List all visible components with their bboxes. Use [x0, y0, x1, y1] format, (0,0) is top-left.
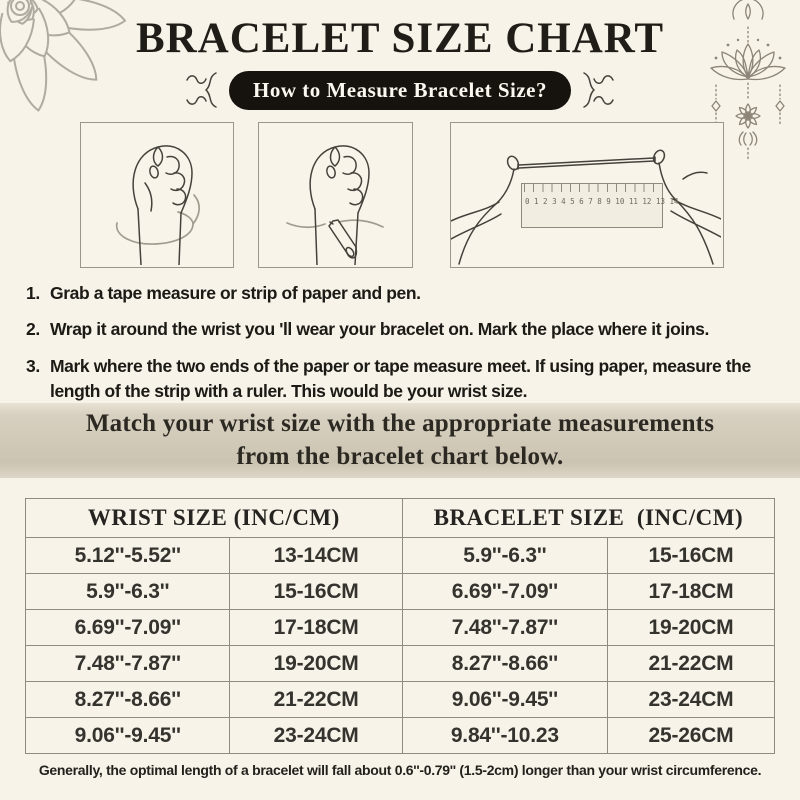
- wrist-cm: 23-24CM: [229, 717, 403, 754]
- wrist-size-header: WRIST SIZE (INC/CM): [25, 498, 403, 538]
- bracelet-cm: 15-16CM: [606, 537, 776, 574]
- instruction-number: 1.: [26, 283, 40, 303]
- table-header-row: WRIST SIZE (INC/CM) BRACELET SIZE (INC/C…: [25, 498, 776, 538]
- banner-line-1: Match your wrist size with the appropria…: [85, 410, 715, 437]
- footer-note: Generally, the optimal length of a brace…: [38, 762, 762, 778]
- lotus-hanging-ornament-icon: [710, 0, 786, 160]
- figure-mark-wrist-with-pen: [258, 122, 413, 268]
- table-row: 5.12''-5.52'' 13-14CM 5.9''-6.3'' 15-16C…: [24, 537, 776, 574]
- wrist-inches: 9.06''-9.45'': [24, 717, 231, 754]
- instruction-item-1: 1. Grab a tape measure or strip of paper…: [26, 281, 776, 306]
- instruction-list: 1. Grab a tape measure or strip of paper…: [26, 281, 776, 416]
- bracelet-inches: 7.48''-7.87'': [401, 609, 608, 646]
- table-row: 5.9''-6.3'' 15-16CM 6.69''-7.09'' 17-18C…: [24, 573, 776, 610]
- subtitle-row: How to Measure Bracelet Size?: [0, 69, 800, 111]
- curly-flourish-icon: [583, 72, 614, 108]
- wrist-cm: 15-16CM: [229, 573, 403, 610]
- instruction-text: Mark where the two ends of the paper or …: [50, 355, 751, 402]
- instruction-text: Grab a tape measure or strip of paper an…: [50, 283, 421, 303]
- bracelet-cm: 19-20CM: [606, 609, 776, 646]
- wrist-cm: 13-14CM: [229, 537, 403, 574]
- wrist-cm: 19-20CM: [229, 645, 403, 682]
- ruler: 0 1 2 3 4 5 6 7 8 9 10 11 12 13 14: [521, 183, 679, 228]
- ruler-ticks: [524, 184, 660, 192]
- instruction-item-2: 2. Wrap it around the wrist you 'll wear…: [26, 317, 776, 342]
- bracelet-inches: 6.69''-7.09'': [401, 573, 608, 610]
- instruction-number: 2.: [26, 319, 40, 340]
- size-table: WRIST SIZE (INC/CM) BRACELET SIZE (INC/C…: [24, 498, 776, 754]
- page-title: BRACELET SIZE CHART: [135, 15, 665, 62]
- bracelet-inches: 8.27''-8.66'': [401, 645, 608, 682]
- bracelet-inches: 9.84''-10.23: [401, 717, 608, 754]
- how-to-measure-pill: How to Measure Bracelet Size?: [228, 70, 572, 110]
- curly-flourish-icon: [186, 72, 217, 108]
- table-row: 7.48''-7.87'' 19-20CM 8.27''-8.66'' 21-2…: [24, 645, 776, 682]
- bracelet-inches: 5.9''-6.3'': [401, 537, 608, 574]
- wrist-cm: 21-22CM: [229, 681, 403, 718]
- wrist-inches: 6.69''-7.09'': [24, 609, 231, 646]
- wrist-inches: 7.48''-7.87'': [24, 645, 231, 682]
- wrist-inches: 8.27''-8.66'': [24, 681, 231, 718]
- table-row: 9.06''-9.45'' 23-24CM 9.84''-10.23 25-26…: [24, 717, 776, 754]
- ruler-numbers: 0 1 2 3 4 5 6 7 8 9 10 11 12 13 14: [525, 197, 679, 206]
- match-size-banner: Match your wrist size with the appropria…: [0, 403, 800, 478]
- bracelet-cm: 21-22CM: [606, 645, 776, 682]
- bracelet-cm: 25-26CM: [606, 717, 776, 754]
- figure-wrap-tape-around-wrist: [80, 122, 234, 268]
- table-row: 8.27''-8.66'' 21-22CM 9.06''-9.45'' 23-2…: [24, 681, 776, 718]
- bracelet-size-header: BRACELET SIZE (INC/CM): [401, 498, 776, 538]
- bracelet-cm: 17-18CM: [606, 573, 776, 610]
- mandala-flower-icon: [0, 0, 127, 112]
- instruction-item-3: 3. Mark where the two ends of the paper …: [26, 354, 776, 405]
- figure-measure-strip-with-ruler: 0 1 2 3 4 5 6 7 8 9 10 11 12 13 14: [450, 122, 724, 268]
- wrist-inches: 5.12''-5.52'': [24, 537, 231, 574]
- bracelet-cm: 23-24CM: [606, 681, 776, 718]
- table-row: 6.69''-7.09'' 17-18CM 7.48''-7.87'' 19-2…: [24, 609, 776, 646]
- wrist-cm: 17-18CM: [229, 609, 403, 646]
- instruction-number: 3.: [26, 355, 40, 376]
- wrist-inches: 5.9''-6.3'': [24, 573, 231, 610]
- banner-line-2: from the bracelet chart below.: [236, 442, 564, 470]
- instruction-text: Wrap it around the wrist you 'll wear yo…: [50, 319, 709, 340]
- bracelet-inches: 9.06''-9.45'': [401, 681, 608, 718]
